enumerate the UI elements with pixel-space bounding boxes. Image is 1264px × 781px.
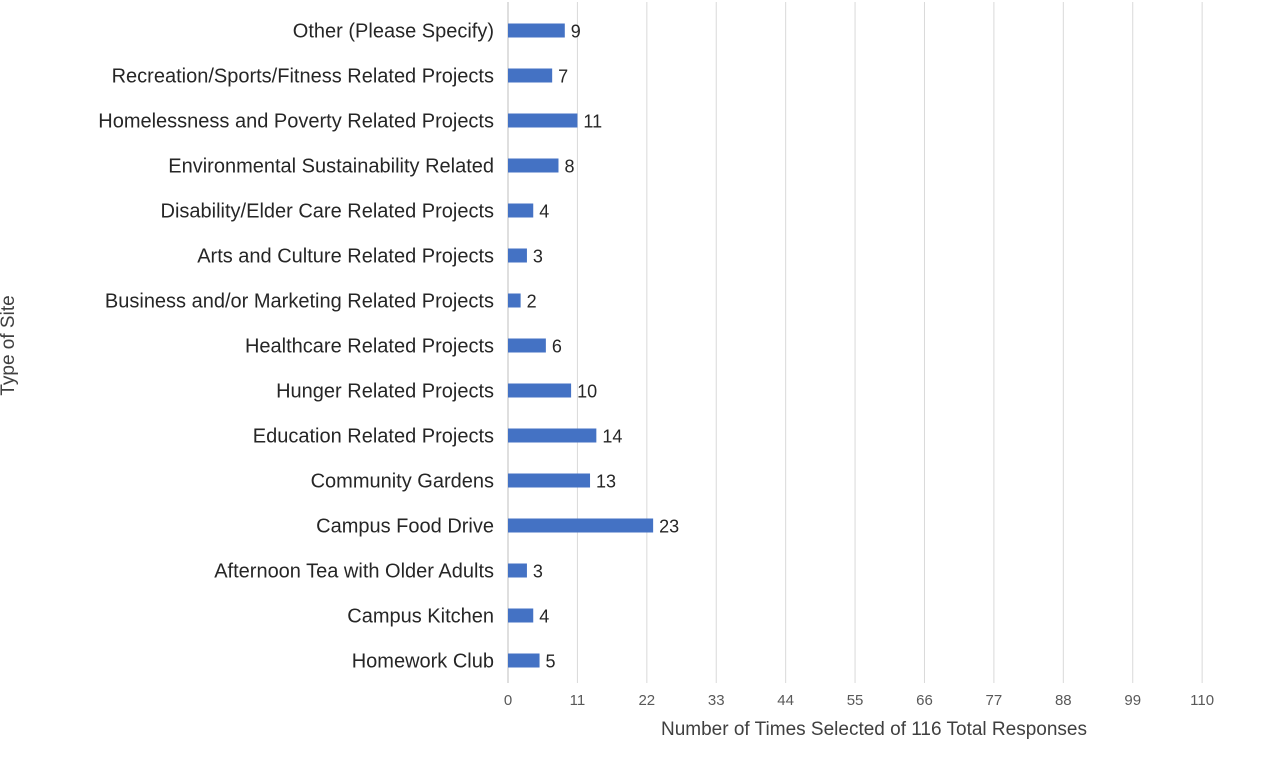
bar — [508, 338, 546, 353]
data-label: 6 — [552, 337, 562, 357]
data-labels: 9 7 11 8 4 3 2 6 10 14 13 23 3 4 5 — [527, 22, 680, 672]
category-label: Other (Please Specify) — [293, 21, 494, 43]
bar — [508, 248, 527, 263]
x-tick-labels: 0 11 22 33 44 55 66 77 88 99 110 — [504, 692, 1214, 709]
category-label: Disability/Elder Care Related Projects — [161, 201, 494, 223]
x-tick-label: 11 — [570, 692, 586, 709]
data-label: 8 — [564, 157, 574, 177]
category-label: Healthcare Related Projects — [245, 336, 494, 358]
bar — [508, 293, 521, 308]
x-tick-label: 0 — [504, 692, 512, 709]
x-tick-label: 55 — [847, 692, 864, 709]
bar — [508, 23, 565, 38]
x-tick-label: 110 — [1190, 692, 1214, 709]
bar — [508, 518, 654, 533]
bar — [508, 473, 591, 488]
data-label: 11 — [583, 112, 602, 132]
bar — [508, 608, 534, 623]
data-label: 9 — [571, 22, 581, 42]
x-tick-label: 33 — [708, 692, 725, 709]
x-tick-label: 22 — [638, 692, 655, 709]
data-label: 7 — [558, 67, 568, 87]
bar — [508, 203, 534, 218]
category-label: Afternoon Tea with Older Adults — [214, 561, 494, 583]
x-tick-label: 99 — [1124, 692, 1141, 709]
data-label: 10 — [577, 382, 597, 402]
bar — [508, 158, 559, 173]
category-labels: Other (Please Specify) Recreation/Sports/… — [98, 21, 494, 673]
bar — [508, 383, 572, 398]
category-label: Recreation/Sports/Fitness Related Projec… — [112, 66, 494, 88]
category-label: Business and/or Marketing Related Projec… — [105, 291, 494, 313]
data-label: 3 — [533, 562, 543, 582]
data-label: 4 — [539, 202, 549, 222]
data-label: 5 — [546, 652, 556, 672]
bars — [508, 23, 654, 668]
bar — [508, 653, 540, 668]
category-label: Homework Club — [352, 651, 494, 673]
category-label: Campus Kitchen — [347, 606, 494, 628]
data-label: 4 — [539, 607, 549, 627]
category-label: Homelessness and Poverty Related Project… — [98, 111, 494, 133]
data-label: 14 — [602, 427, 622, 447]
data-label: 13 — [596, 472, 616, 492]
bar — [508, 563, 527, 578]
category-label: Hunger Related Projects — [276, 381, 494, 403]
category-label: Education Related Projects — [253, 426, 494, 448]
data-label: 3 — [533, 247, 543, 267]
data-label: 23 — [659, 517, 679, 537]
category-label: Arts and Culture Related Projects — [197, 246, 494, 268]
x-tick-label: 77 — [986, 692, 1003, 709]
category-label: Campus Food Drive — [316, 516, 494, 538]
bar — [508, 68, 553, 83]
bar — [508, 428, 597, 443]
category-label: Environmental Sustainability Related — [168, 156, 494, 178]
x-tick-label: 88 — [1055, 692, 1072, 709]
x-axis-title: Number of Times Selected of 116 Total Re… — [661, 719, 1087, 740]
y-axis-title: Type of Site — [0, 295, 19, 395]
gridlines — [507, 2, 1203, 683]
category-label: Community Gardens — [311, 471, 494, 493]
bar — [508, 113, 578, 128]
x-tick-label: 66 — [916, 692, 933, 709]
data-label: 2 — [527, 292, 537, 312]
x-tick-label: 44 — [777, 692, 794, 709]
